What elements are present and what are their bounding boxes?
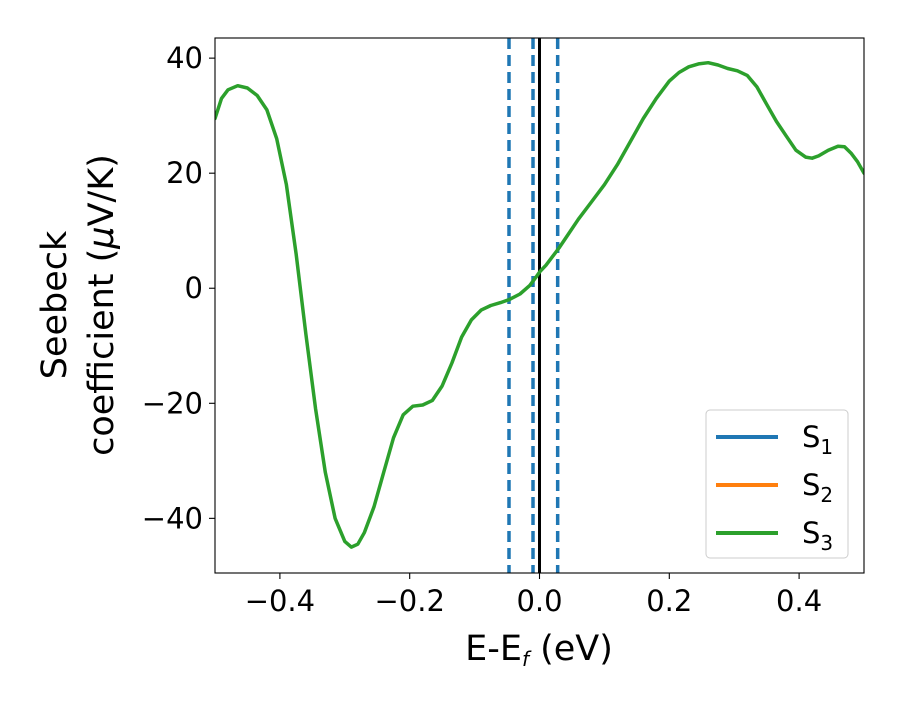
y-tick-label: 20 (166, 156, 203, 190)
legend: S1 S2 S3 (705, 409, 849, 559)
series-line-3 (215, 60, 864, 549)
x-tick-label: −0.4 (245, 584, 315, 618)
legend-label-2: S2 (802, 468, 833, 507)
legend-label-1: S1 (802, 420, 833, 459)
y-axis-label-line1: Seebeck (35, 230, 75, 379)
x-axis-label: E-Ef (eV) (465, 629, 613, 671)
y-axis-label-line2: coefficient (μV/K) (82, 154, 122, 456)
plot-lines (215, 38, 864, 573)
y-tick-label: −40 (142, 501, 203, 535)
axis-ticks: −0.4 −0.2 0.0 0.2 0.4 40 20 0 −20 −40 (142, 41, 822, 618)
legend-label-3: S3 (802, 516, 833, 555)
y-tick-label: −20 (142, 386, 203, 420)
x-tick-label: 0.0 (516, 584, 562, 618)
y-tick-label: 40 (166, 41, 203, 75)
x-tick-label: 0.4 (776, 584, 822, 618)
y-tick-label: 0 (185, 271, 203, 305)
x-tick-label: −0.2 (374, 584, 444, 618)
x-tick-label: 0.2 (646, 584, 692, 618)
